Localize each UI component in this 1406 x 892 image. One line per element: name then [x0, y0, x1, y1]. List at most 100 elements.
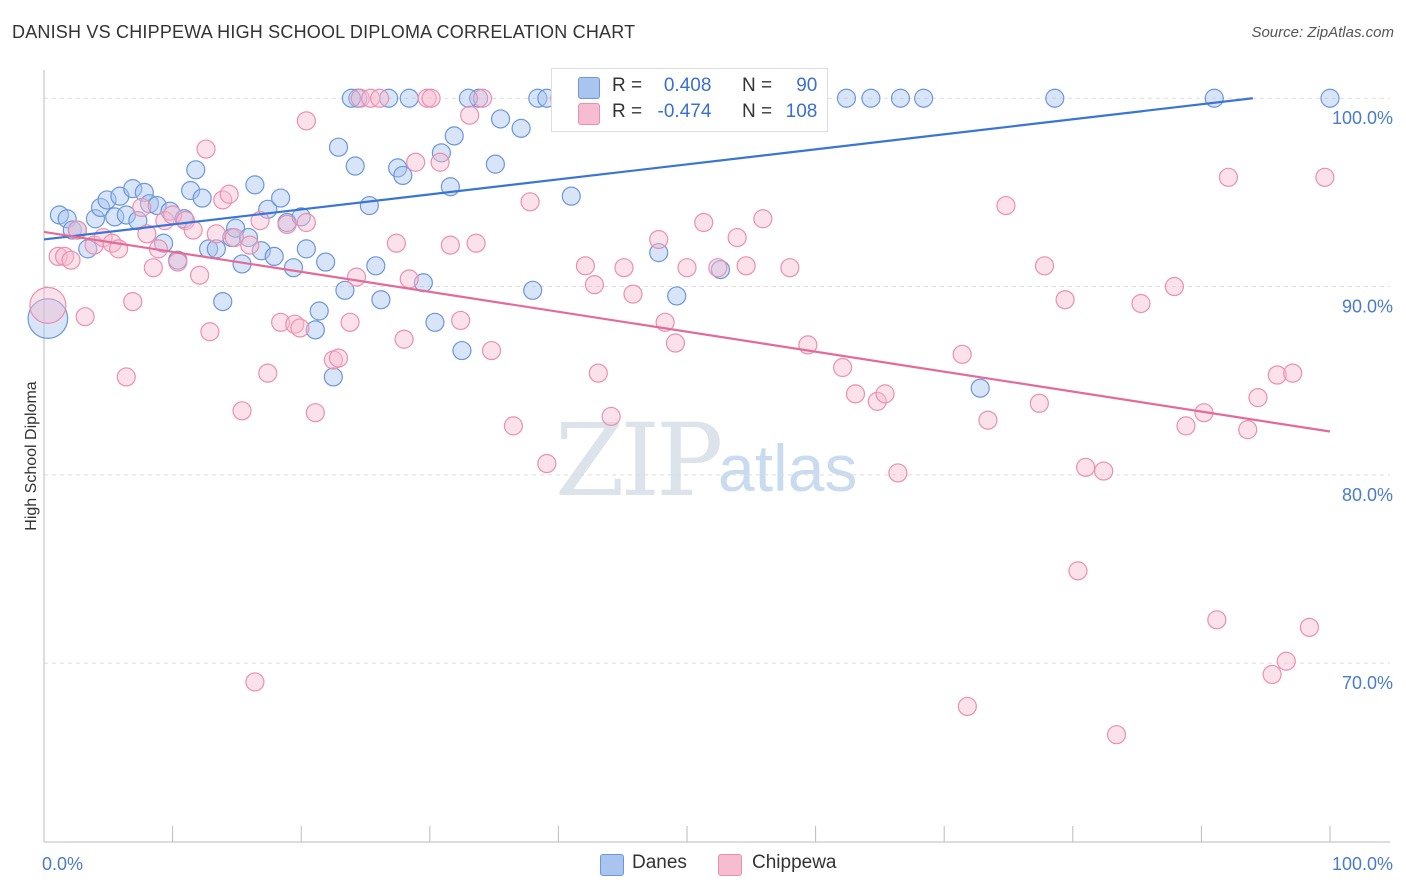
chippewa-point [48, 246, 68, 267]
danes-r-value: 0.408 [663, 75, 712, 96]
chippewa-point [190, 265, 210, 285]
chippewa-point [1248, 388, 1268, 408]
chippewa-point [601, 406, 621, 427]
chippewa-point [451, 310, 471, 331]
danes-point [309, 301, 329, 321]
chippewa-point [290, 318, 310, 338]
chippewa-point [1076, 457, 1096, 477]
stats-legend: R = 0.408 N = 90 R = -0.474 N = 108 [551, 68, 828, 132]
chippewa-point [780, 258, 800, 278]
x-tick-label-min: 0.0% [42, 854, 83, 874]
chippewa-point [137, 224, 157, 244]
chippewa-point [1131, 293, 1151, 314]
chippewa-point [75, 307, 95, 327]
danes-point [283, 258, 304, 278]
chippewa-point [1068, 561, 1088, 581]
danes-point [192, 188, 212, 208]
danes-trend-line [43, 97, 1253, 241]
chippewa-point [1262, 664, 1282, 685]
danes-point [97, 190, 117, 210]
chippewa-point [753, 209, 773, 229]
chippewa-point [386, 233, 406, 253]
chippewa-point [224, 227, 244, 248]
danes-legend-label: Danes [632, 852, 687, 873]
danes-point [861, 88, 881, 108]
chippewa-point [206, 224, 226, 244]
danes-point [328, 137, 349, 157]
chippewa-point [472, 88, 493, 108]
danes-point [523, 280, 543, 300]
chippewa-point [1315, 167, 1335, 187]
chippewa-point [875, 384, 895, 404]
y-tick-label-80: 80.0% [1342, 485, 1393, 505]
chippewa-point [143, 258, 163, 278]
danes-legend-swatch [600, 854, 624, 876]
chippewa-point [346, 267, 367, 287]
chippewa-point [245, 672, 265, 692]
danes-points [27, 88, 1340, 398]
danes-point [425, 312, 445, 332]
danes-point [90, 197, 111, 218]
chippewa-point [649, 229, 669, 250]
chippewa-point [708, 258, 728, 278]
chippewa-point [481, 340, 502, 361]
y-axis-label: High School Diploma [23, 381, 40, 531]
danes-point [667, 286, 687, 306]
danes-point [366, 256, 386, 276]
chippewa-point [1207, 610, 1227, 630]
danes-point [444, 126, 464, 146]
chippewa-point [232, 401, 252, 421]
chippewa-r-value: -0.474 [657, 101, 712, 122]
chippewa-point [623, 284, 643, 304]
y-tick-label-100: 100.0% [1332, 108, 1393, 128]
chippewa-point [399, 269, 419, 289]
n-label: N = [741, 75, 773, 96]
chippewa-point [888, 463, 908, 483]
danes-point [123, 179, 143, 199]
danes-point [511, 118, 531, 138]
danes-point [27, 298, 69, 339]
chippewa-point [1055, 290, 1075, 310]
chippewa-point [200, 322, 220, 342]
danes-point [970, 378, 990, 398]
chippewa-point [250, 211, 270, 231]
chippewa-point [584, 275, 605, 295]
danes-point [458, 88, 478, 108]
chippewa-point [845, 384, 866, 404]
danes-point [836, 88, 857, 108]
chippewa-point [1238, 420, 1258, 440]
chippewa-point [503, 416, 523, 436]
n-label: N = [741, 101, 773, 122]
chippewa-point [394, 329, 414, 349]
chippewa-point [430, 152, 450, 172]
chippewa-point [116, 367, 136, 387]
chippewa-point [1029, 393, 1049, 413]
danes-point [452, 340, 472, 361]
trend-lines [43, 97, 1331, 433]
chippewa-point [61, 250, 81, 270]
chippewa-point [285, 314, 305, 334]
chippewa-point [996, 195, 1016, 216]
danes-swatch [578, 77, 600, 99]
chippewa-point [271, 312, 291, 332]
danes-point [335, 280, 355, 300]
danes-point [213, 292, 233, 312]
chippewa-point [1276, 651, 1296, 671]
danes-point [345, 156, 365, 176]
danes-point [393, 165, 413, 186]
chippewa-point [240, 235, 260, 255]
chippewa-point [867, 391, 887, 411]
chippewa-point [665, 333, 686, 353]
chippewa-point [957, 696, 977, 717]
x-tick-label-max: 100.0% [1332, 854, 1393, 874]
chippewa-legend-swatch [718, 854, 742, 876]
chippewa-point [219, 184, 239, 204]
chippewa-point [350, 88, 370, 108]
chippewa-point [694, 212, 714, 233]
r-label: R = [612, 101, 643, 122]
danes-point [1320, 88, 1340, 108]
chippewa-point [460, 105, 480, 125]
chippewa-points [29, 88, 1335, 745]
x-ticks [43, 826, 1331, 842]
